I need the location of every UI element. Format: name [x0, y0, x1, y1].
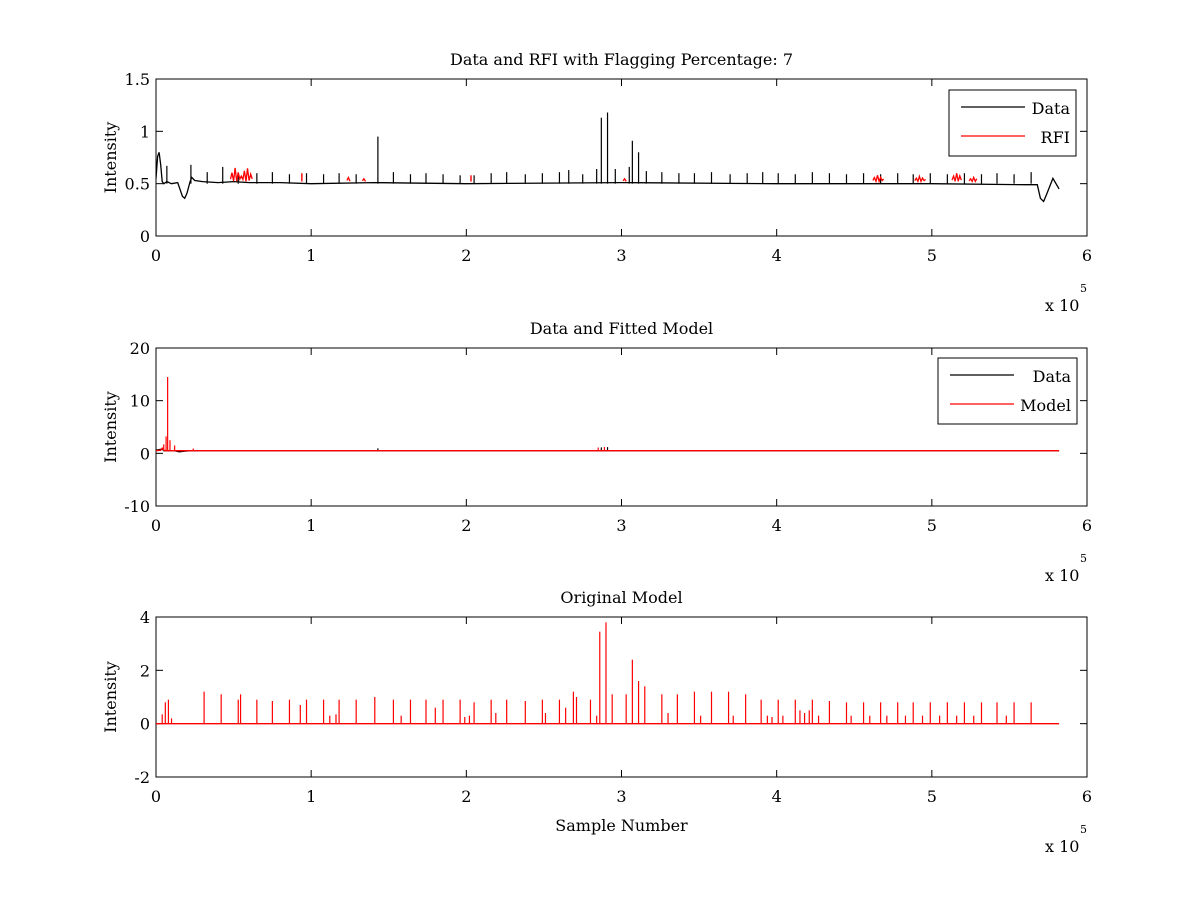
x-tick-label: 5: [927, 787, 937, 806]
x-axis-exponent: x 10: [1045, 566, 1079, 585]
rfi-burst: [872, 175, 885, 184]
legend: Data Model: [937, 357, 1078, 425]
y-tick-label: 20: [130, 339, 150, 358]
legend-box: [937, 357, 1078, 425]
chart-panel-1: Data and RFI with Flagging Percentage: 7…: [101, 50, 1092, 315]
y-tick-label: 1.5: [125, 70, 150, 89]
y-tick-label: 10: [130, 392, 150, 411]
y-tick-label: 0: [140, 444, 150, 463]
rfi-burst: [968, 175, 978, 183]
y-axis-label: Intensity: [101, 391, 120, 463]
x-tick-label: 0: [151, 246, 161, 265]
y-tick-label: 1: [140, 122, 150, 141]
x-tick-label: 4: [772, 787, 782, 806]
chart-title: Data and RFI with Flagging Percentage: 7: [450, 50, 793, 69]
rfi-burst: [914, 174, 926, 184]
x-tick-label: 3: [616, 516, 626, 535]
x-tick-label: 4: [772, 516, 782, 535]
legend-label-data: Data: [1033, 367, 1072, 386]
x-tick-label: 6: [1082, 787, 1092, 806]
x-tick-label: 5: [927, 516, 937, 535]
x-tick-label: 3: [616, 787, 626, 806]
x-tick-label: 2: [461, 787, 471, 806]
y-tick-label: 0: [140, 715, 150, 734]
series-group: [156, 112, 1060, 203]
legend-box: [948, 89, 1077, 157]
x-tick-label: 0: [151, 787, 161, 806]
y-tick-label: 2: [140, 661, 150, 680]
series-line-model: [156, 447, 1060, 452]
series-group: [156, 376, 1060, 453]
rfi-burst: [229, 167, 253, 182]
x-axis-exponent-power: 5: [1080, 823, 1087, 836]
legend: Data RFI: [948, 89, 1077, 157]
y-tick-label: 0: [140, 227, 150, 246]
x-tick-label: 4: [772, 246, 782, 265]
y-axis-label: Intensity: [101, 122, 120, 194]
legend-label-data: Data: [1032, 99, 1071, 118]
x-axis-label: Sample Number: [555, 816, 688, 835]
x-axis-exponent: x 10: [1045, 296, 1079, 315]
x-axis-exponent-power: 5: [1080, 282, 1087, 295]
y-tick-label: 4: [140, 608, 150, 627]
plot-area-frame: [155, 78, 1088, 237]
series-line-data: [156, 152, 1060, 203]
rfi-burst: [361, 177, 367, 182]
x-tick-label: 2: [461, 246, 471, 265]
x-tick-label: 5: [927, 246, 937, 265]
legend-label-rfi: RFI: [1041, 128, 1070, 147]
x-tick-label: 6: [1082, 516, 1092, 535]
x-tick-label: 1: [306, 246, 316, 265]
chart-title: Data and Fitted Model: [530, 319, 713, 338]
y-tick-label: -2: [134, 768, 150, 787]
rfi-burst: [622, 177, 627, 182]
rfi-burst: [951, 173, 962, 182]
y-tick-label: 0.5: [125, 175, 150, 194]
chart-title: Original Model: [560, 588, 682, 607]
y-tick-label: -10: [124, 497, 150, 516]
x-axis-exponent-power: 5: [1080, 552, 1087, 565]
x-tick-label: 1: [306, 787, 316, 806]
plot-area-frame: [155, 616, 1088, 778]
series-group: [156, 622, 1060, 725]
rfi-burst: [346, 175, 351, 182]
x-tick-label: 3: [616, 246, 626, 265]
x-tick-label: 6: [1082, 246, 1092, 265]
x-tick-label: 1: [306, 516, 316, 535]
legend-label-model: Model: [1020, 396, 1071, 415]
x-tick-label: 0: [151, 516, 161, 535]
x-tick-label: 2: [461, 516, 471, 535]
y-axis-label: Intensity: [101, 661, 120, 733]
x-axis-exponent: x 10: [1045, 837, 1079, 856]
